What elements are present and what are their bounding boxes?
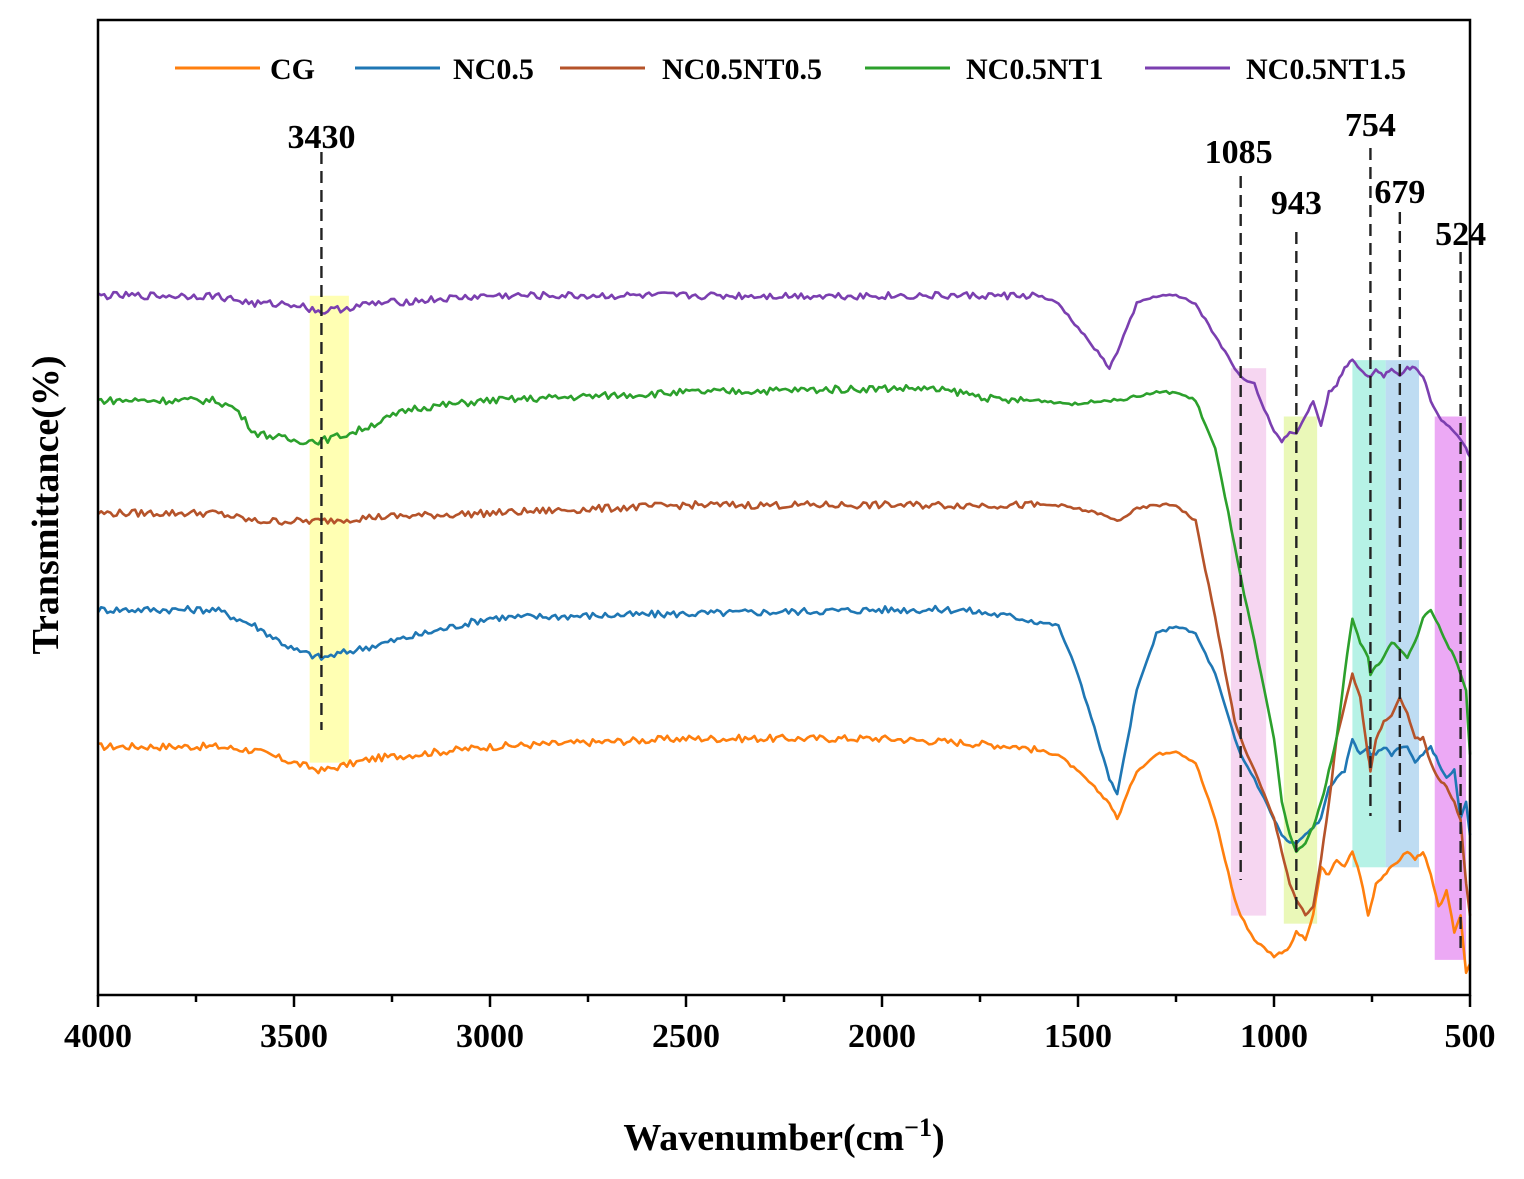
highlight-band-0 bbox=[309, 295, 349, 763]
legend-label-NC0.5NT0.5: NC0.5NT0.5 bbox=[662, 53, 822, 86]
peak-bands bbox=[309, 295, 1467, 960]
highlight-band-4 bbox=[1385, 360, 1420, 868]
peak-label-3430: 3430 bbox=[287, 119, 355, 156]
x-tick-label-3500: 3500 bbox=[260, 1018, 328, 1055]
highlight-band-3 bbox=[1352, 360, 1386, 868]
peak-label-943: 943 bbox=[1271, 185, 1322, 222]
peak-label-754: 754 bbox=[1345, 107, 1396, 144]
x-axis-ticks: 4000 3500 3000 2500 2000 1500 1000 500 bbox=[64, 995, 1496, 1055]
x-tick-label-500: 500 bbox=[1445, 1018, 1496, 1055]
series-line-CG bbox=[97, 733, 1472, 975]
legend: CG NC0.5 NC0.5NT0.5 NC0.5NT1 NC0.5NT1.5 bbox=[175, 53, 1406, 86]
x-tick-label-3000: 3000 bbox=[456, 1018, 524, 1055]
series-lines bbox=[96, 290, 1472, 975]
peak-label-524: 524 bbox=[1435, 216, 1486, 253]
legend-label-NC0.5NT1: NC0.5NT1 bbox=[966, 53, 1104, 86]
series-line-NC0.5NT0.5 bbox=[97, 500, 1472, 917]
y-axis-title: Transmittance(%) bbox=[25, 355, 67, 654]
x-tick-label-4000: 4000 bbox=[64, 1018, 132, 1055]
x-axis-title: Wavenumber(cm−1) bbox=[623, 1113, 944, 1159]
peak-label-679: 679 bbox=[1374, 174, 1425, 211]
highlight-band-5 bbox=[1434, 416, 1467, 960]
x-tick-label-2500: 2500 bbox=[652, 1018, 720, 1055]
legend-label-CG: CG bbox=[270, 53, 315, 86]
legend-label-NC0.5NT1.5: NC0.5NT1.5 bbox=[1246, 53, 1406, 86]
peak-markers: 3430 1085 943 754 679 524 bbox=[287, 107, 1486, 955]
x-tick-label-2000: 2000 bbox=[848, 1018, 916, 1055]
x-tick-label-1500: 1500 bbox=[1044, 1018, 1112, 1055]
highlight-band-1 bbox=[1230, 368, 1267, 916]
peak-label-1085: 1085 bbox=[1205, 134, 1273, 171]
series-line-NC0.5NT1 bbox=[97, 384, 1472, 854]
series-line-NC0.5NT1.5 bbox=[97, 290, 1472, 458]
legend-label-NC0.5: NC0.5 bbox=[453, 53, 534, 86]
x-tick-label-1000: 1000 bbox=[1240, 1018, 1308, 1055]
